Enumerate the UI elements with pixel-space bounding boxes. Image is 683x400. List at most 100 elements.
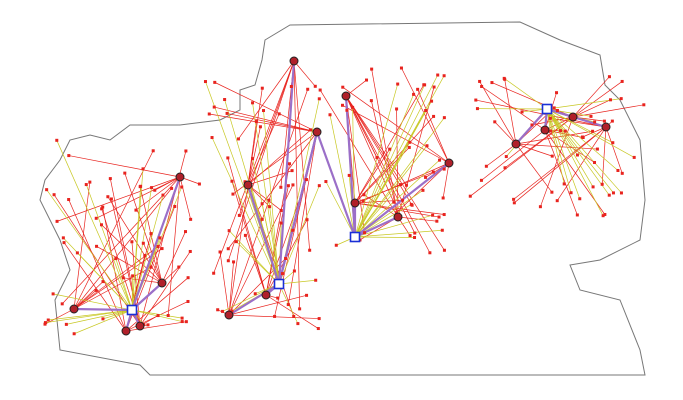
endpoint — [180, 185, 184, 189]
endpoint — [46, 318, 50, 322]
endpoint — [432, 114, 436, 118]
endpoint — [479, 178, 483, 182]
site-link — [73, 266, 152, 310]
endpoint — [425, 144, 429, 148]
hub-link — [263, 110, 280, 285]
endpoint — [134, 208, 138, 212]
endpoint — [431, 170, 435, 174]
endpoint — [552, 106, 556, 110]
hub-link — [546, 108, 619, 171]
endpoint — [341, 85, 345, 89]
endpoint — [520, 110, 524, 114]
endpoint — [184, 149, 188, 153]
endpoint — [184, 320, 188, 324]
trunk-link — [315, 131, 357, 238]
site-link — [572, 81, 623, 118]
endpoint — [279, 208, 283, 212]
endpoint — [180, 320, 184, 324]
site-link — [228, 88, 263, 316]
endpoint — [407, 145, 411, 149]
endpoint — [225, 111, 229, 115]
endpoint — [416, 87, 420, 91]
site-node — [601, 122, 611, 132]
endpoint — [101, 317, 105, 321]
endpoint — [317, 317, 321, 321]
site-node — [393, 212, 403, 222]
endpoint — [188, 249, 192, 253]
hub-link — [261, 203, 280, 285]
site-link — [68, 155, 181, 178]
site-link — [401, 67, 450, 164]
trunk-link — [354, 216, 399, 238]
endpoint — [503, 166, 507, 170]
endpoint — [236, 137, 240, 141]
trunk-link — [277, 60, 296, 285]
endpoint — [212, 105, 216, 109]
endpoint — [421, 188, 425, 192]
endpoint — [55, 138, 59, 142]
site-link — [227, 113, 318, 133]
endpoint — [296, 322, 300, 326]
endpoint — [550, 154, 554, 158]
endpoint — [232, 260, 236, 264]
hub-link — [354, 84, 425, 238]
endpoint — [180, 316, 184, 320]
endpoint — [84, 183, 88, 187]
hub-link — [77, 252, 133, 311]
endpoint — [442, 167, 446, 171]
endpoint — [413, 231, 417, 235]
endpoint — [279, 221, 283, 225]
endpoint — [404, 183, 408, 187]
endpoint — [61, 236, 65, 240]
endpoint — [143, 253, 147, 257]
hub-link — [329, 114, 356, 238]
endpoint — [150, 186, 154, 190]
hub-link — [278, 185, 320, 285]
endpoint — [223, 98, 227, 102]
endpoint — [395, 107, 399, 111]
site-link — [167, 176, 181, 316]
endpoint — [484, 164, 488, 168]
endpoint — [424, 109, 428, 113]
endpoint — [141, 241, 145, 245]
hub-link — [546, 108, 594, 188]
site-link — [531, 116, 574, 126]
site-node — [261, 290, 271, 300]
endpoint — [591, 185, 595, 189]
endpoint — [611, 191, 615, 195]
endpoint — [559, 129, 563, 133]
endpoint — [288, 162, 292, 166]
site-link — [209, 113, 318, 133]
endpoint — [251, 157, 255, 161]
site-link — [228, 184, 294, 316]
endpoint — [131, 274, 135, 278]
endpoint — [548, 116, 552, 120]
endpoint — [88, 180, 92, 184]
endpoint — [158, 236, 162, 240]
endpoint — [123, 171, 127, 175]
endpoint — [512, 201, 516, 205]
endpoint — [286, 303, 290, 307]
endpoint — [412, 92, 416, 96]
endpoint — [602, 119, 606, 123]
endpoint — [197, 182, 201, 186]
endpoint — [538, 205, 542, 209]
endpoint — [616, 168, 620, 172]
site-link — [61, 176, 181, 305]
site-link — [475, 99, 607, 128]
endpoint — [243, 233, 247, 237]
endpoint — [388, 147, 392, 151]
endpoint — [170, 186, 174, 190]
endpoint — [442, 248, 446, 252]
endpoint — [607, 75, 611, 79]
endpoint — [437, 215, 441, 219]
endpoint — [260, 217, 264, 221]
hub-link — [131, 186, 141, 311]
endpoint — [334, 243, 338, 247]
endpoint — [324, 180, 328, 184]
hub-link — [228, 230, 280, 285]
endpoint — [632, 155, 636, 159]
endpoint — [298, 307, 302, 311]
hub-link — [546, 108, 565, 184]
endpoint — [94, 288, 98, 292]
